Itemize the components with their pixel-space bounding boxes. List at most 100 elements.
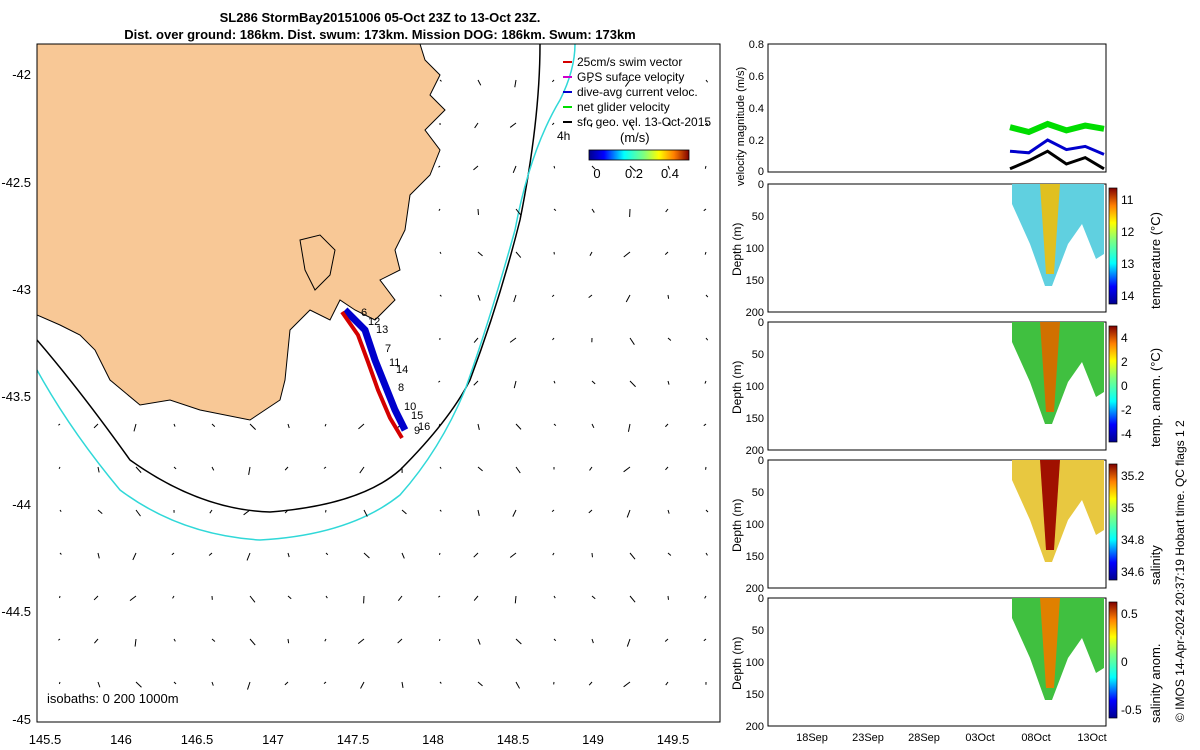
vector-arrow [474, 122, 479, 129]
vector-arrow [553, 165, 556, 169]
day-label: 7 [385, 343, 391, 355]
lat-tick: -42.5 [1, 175, 31, 190]
day-label: 16 [418, 421, 430, 433]
vector-arrow [515, 466, 521, 474]
lon-tick: 148 [422, 732, 444, 747]
vector-arrow [515, 251, 522, 258]
vector-arrow [551, 294, 555, 298]
vector-arrow [438, 595, 441, 598]
vector-arrow [477, 79, 482, 86]
lon-tick: 146.5 [181, 732, 214, 747]
colorbar-tick: 0.5 [1121, 607, 1138, 621]
vector-arrow [625, 294, 631, 303]
tasmania-land [37, 44, 446, 421]
colorbar-tick: 35 [1121, 501, 1135, 515]
vector-arrow [591, 423, 595, 429]
vector-arrow [363, 552, 370, 559]
vector-arrow [591, 208, 595, 213]
vector-arrow [439, 681, 442, 684]
vel-ytick: 0 [758, 166, 764, 178]
vector-arrow [135, 466, 142, 473]
time-step-label: 4h [557, 129, 570, 143]
chart-title-line1: SL286 StormBay20151006 05-Oct 23Z to 13-… [219, 10, 541, 25]
lat-tick: -45 [12, 712, 31, 727]
vector-arrow [438, 165, 441, 168]
vector-arrow [439, 466, 442, 469]
vector-arrow [438, 208, 441, 211]
depth-tick: 150 [746, 275, 764, 287]
depth-ylabel: Depth (m) [730, 223, 744, 276]
colorbar-tick: 14 [1121, 289, 1135, 303]
vector-arrow [58, 466, 61, 470]
vector-arrow [629, 552, 636, 560]
vector-arrow [171, 552, 175, 556]
vector-arrow [129, 595, 137, 602]
vector-arrow [97, 681, 101, 688]
lon-tick: 149.5 [657, 732, 690, 747]
vector-arrow [629, 165, 637, 172]
colorbar-tick: 0.2 [625, 166, 643, 181]
section-core [1040, 322, 1060, 412]
vector-arrow [590, 122, 593, 128]
vector-arrow [703, 423, 707, 427]
legend-label: dive-avg current veloc. [577, 85, 698, 99]
vector-arrow [667, 552, 672, 556]
vector-arrow [58, 638, 61, 641]
time-tick: 13Oct [1077, 732, 1106, 744]
vector-arrow [284, 681, 289, 686]
vector-arrow [93, 595, 99, 601]
isobath-200m [37, 44, 541, 513]
vector-arrow [477, 681, 483, 687]
vector-arrow [515, 208, 521, 216]
section-core [1040, 598, 1060, 688]
legend-label: 25cm/s swim vector [577, 55, 682, 69]
colorbar-tick: -2 [1121, 403, 1132, 417]
vector-arrow [401, 681, 404, 688]
colorbar-tick: 34.6 [1121, 565, 1145, 579]
vector-arrow [553, 423, 557, 427]
vector-arrow [248, 466, 251, 475]
section-colorbar [1108, 325, 1118, 443]
map-legend: 25cm/s swim vector GPS suface velocity d… [557, 55, 711, 181]
vector-arrow [705, 122, 709, 126]
series-line [1009, 138, 1105, 156]
vector-arrow [173, 423, 176, 427]
vector-arrow [627, 423, 631, 432]
colorbar-tick: 0 [1121, 655, 1128, 669]
section-colorbar [1108, 601, 1118, 719]
depth-tick: 100 [746, 381, 764, 393]
series-line [1009, 120, 1105, 136]
section-fill [1012, 598, 1104, 700]
depth-tick: 0 [758, 317, 764, 329]
depth-tick: 50 [752, 487, 764, 499]
depth-tick: 100 [746, 243, 764, 255]
velocity-colorbar-title: (m/s) [620, 130, 650, 145]
vector-arrow [477, 466, 483, 472]
vector-arrow [553, 380, 556, 384]
velocity-series [1009, 120, 1105, 171]
footer-credit: © IMOS 14-Apr-2024 20:37:19 Hobart time.… [1173, 420, 1187, 722]
vector-arrow [247, 681, 251, 690]
vector-arrow [59, 552, 62, 555]
vector-arrow [135, 509, 141, 517]
vector-arrow [553, 208, 557, 211]
vector-arrow [703, 638, 707, 642]
lon-tick: 146 [110, 732, 132, 747]
vector-arrow [591, 165, 596, 170]
depth-ylabel: Depth (m) [730, 499, 744, 552]
vector-arrow [473, 337, 479, 343]
depth-ylabel: Depth (m) [730, 637, 744, 690]
day-label: 8 [398, 382, 404, 394]
vector-arrow [665, 208, 669, 213]
vector-arrow [623, 466, 631, 473]
vector-arrow [477, 423, 480, 430]
vector-arrow [667, 337, 672, 341]
vector-arrow [172, 595, 175, 599]
colorbar-label: temperature (°C) [1148, 212, 1163, 309]
depth-tick: 50 [752, 625, 764, 637]
vector-arrow [513, 380, 517, 389]
vector-arrow [439, 251, 442, 254]
vector-arrow [705, 552, 708, 556]
vel-ytick: 0.4 [749, 103, 764, 115]
vector-arrow [173, 466, 177, 470]
